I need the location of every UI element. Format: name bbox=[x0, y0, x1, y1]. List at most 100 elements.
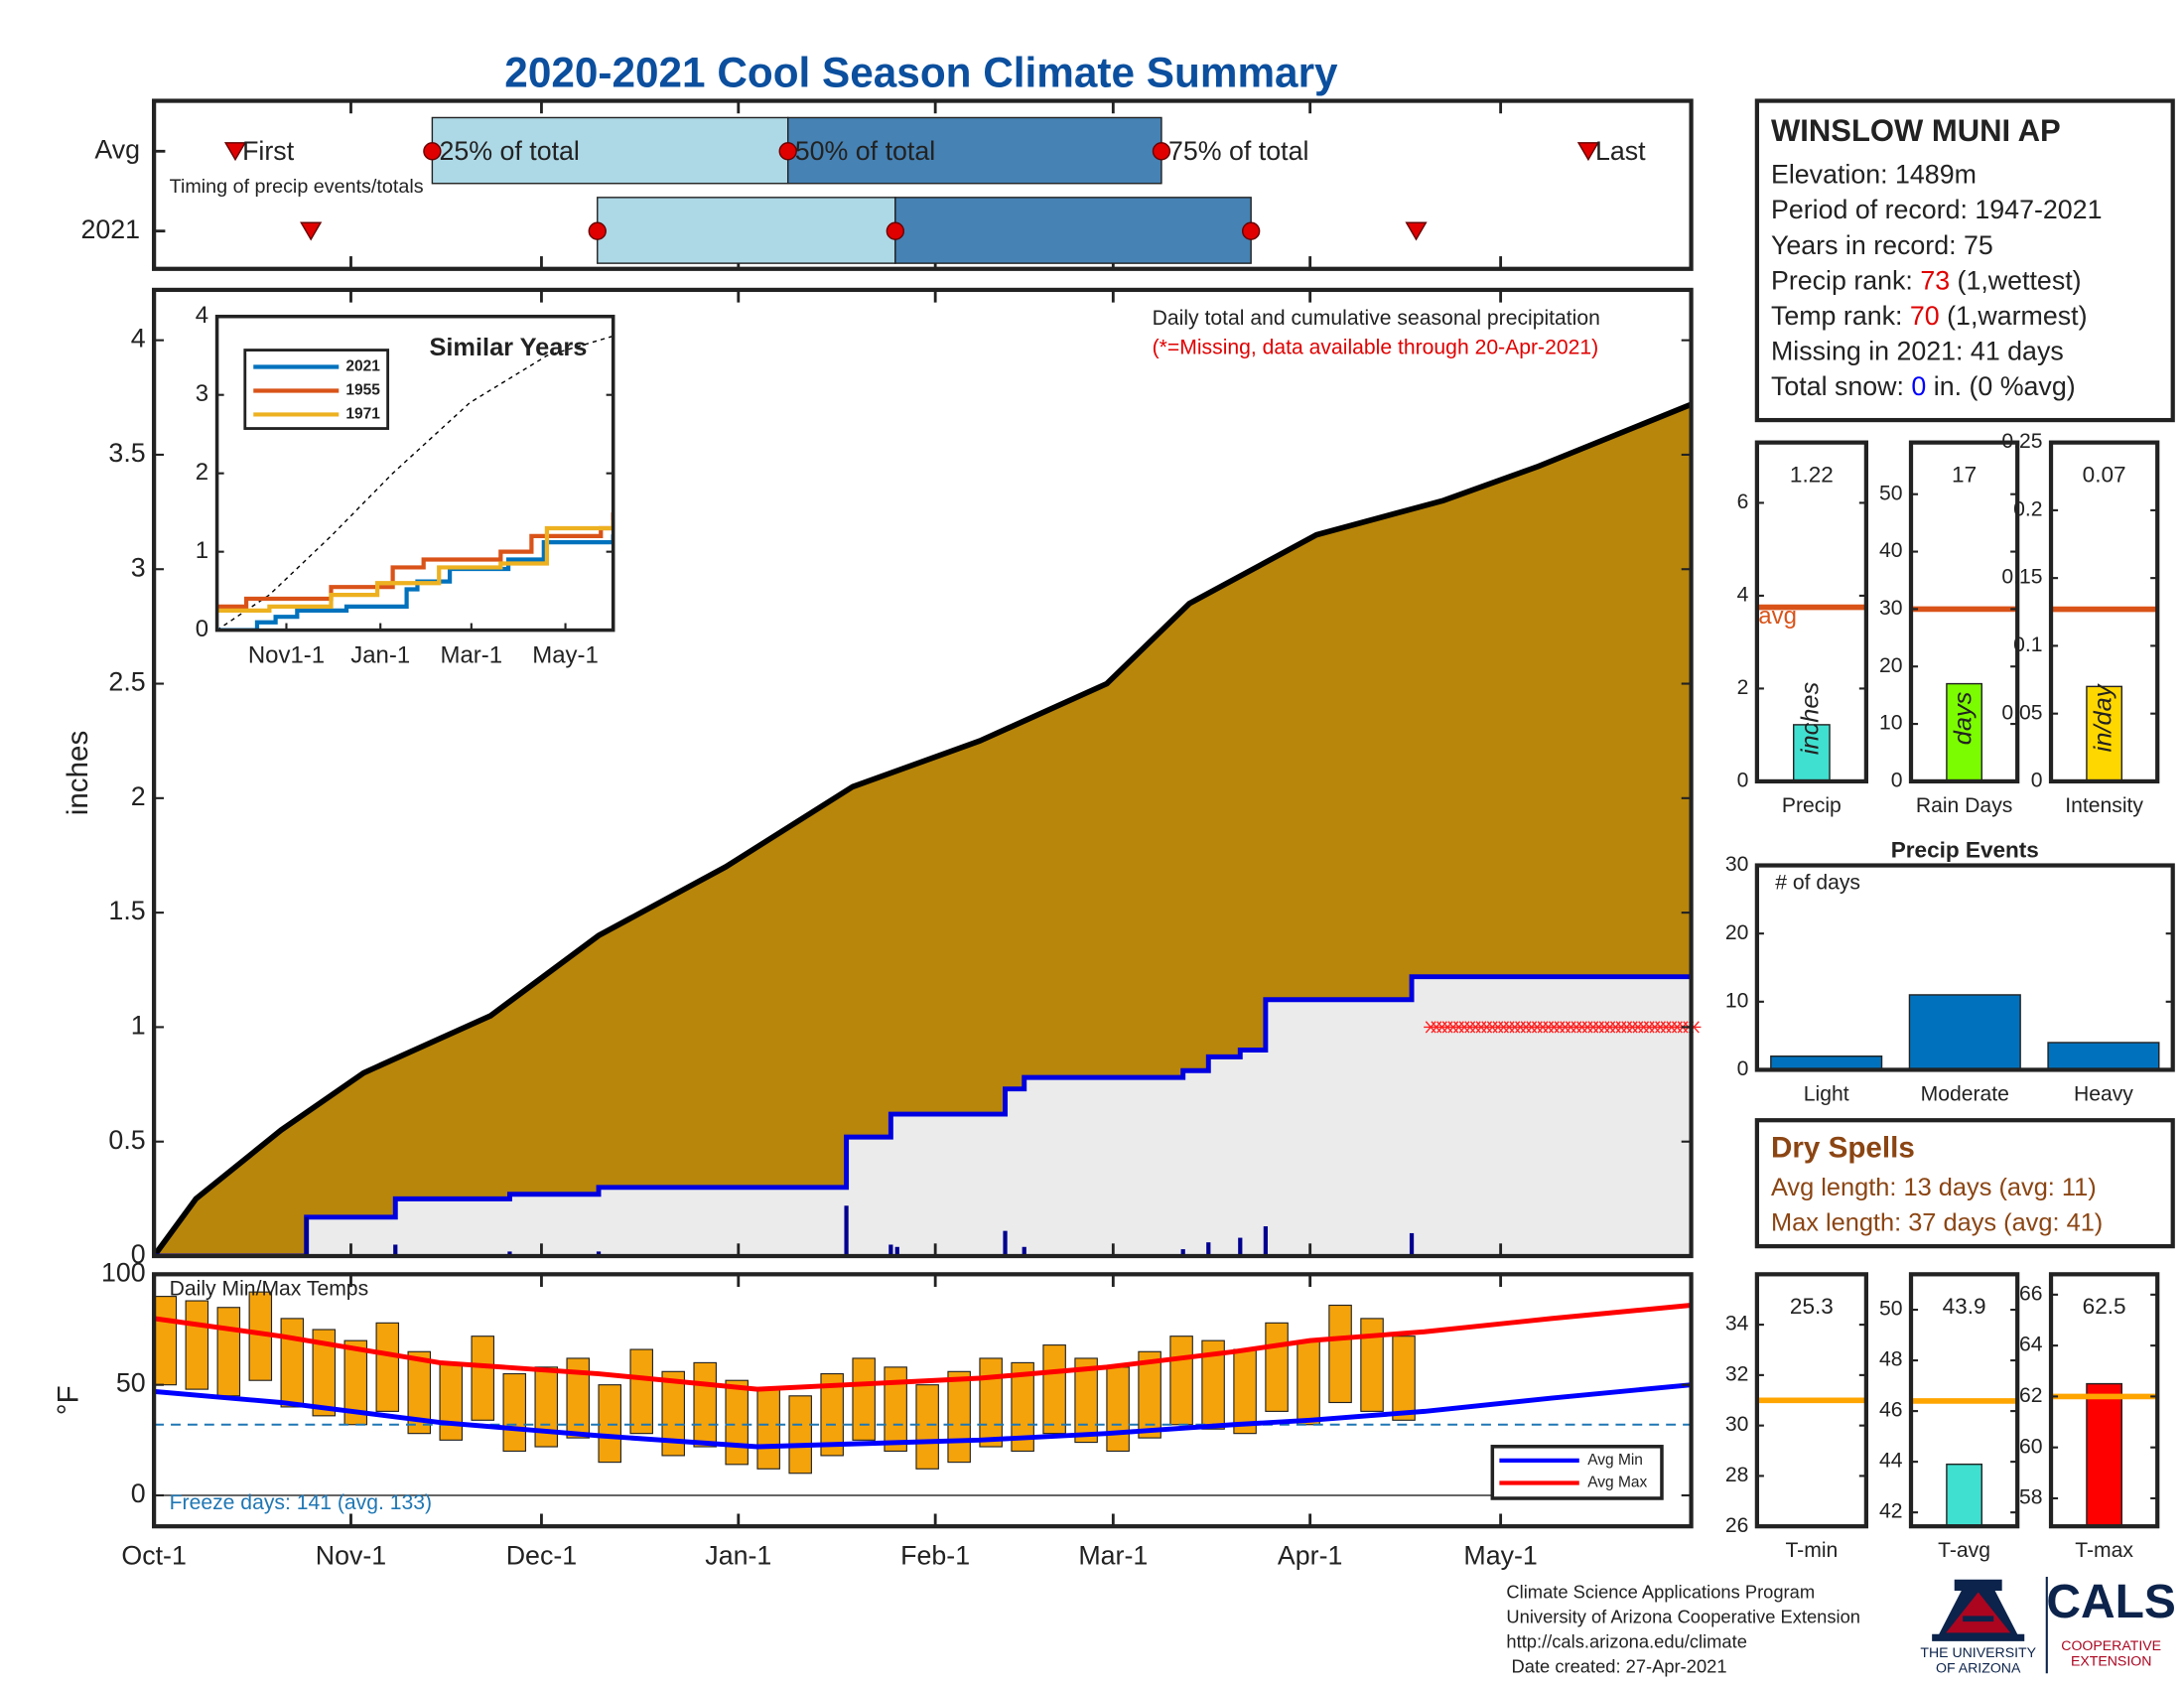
unit-label: in/day bbox=[2089, 683, 2116, 752]
y-tick-label: 2 bbox=[1737, 676, 1749, 699]
daily-range-bar bbox=[1297, 1339, 1320, 1426]
y-tick-label: 2 bbox=[131, 781, 146, 811]
y-tick-label: 34 bbox=[1725, 1313, 1749, 1336]
unit-label: inches bbox=[1797, 681, 1825, 755]
station-text: (1,wettest) bbox=[1950, 265, 2081, 295]
x-tick-label: Light bbox=[1804, 1082, 1849, 1105]
daily-range-bar bbox=[598, 1384, 621, 1464]
logo-university: OF ARIZONA bbox=[1936, 1660, 2021, 1676]
y-tick-label: 48 bbox=[1879, 1348, 1903, 1371]
chart-title: Daily Min/Max Temps bbox=[170, 1277, 368, 1300]
station-line: Missing in 2021: 41 days bbox=[1771, 336, 2064, 365]
footer-line: University of Arizona Cooperative Extens… bbox=[1506, 1607, 1860, 1627]
plot-frame bbox=[1754, 863, 2175, 1072]
y-tick-label: 0 bbox=[1737, 1057, 1749, 1080]
dry-spells-line: Avg length: 13 days (avg: 11) bbox=[1771, 1174, 2097, 1201]
legend-label: 2021 bbox=[345, 358, 380, 375]
missing-markers bbox=[1424, 1021, 1702, 1034]
y-tick-label: 0 bbox=[1737, 770, 1749, 792]
total-marker bbox=[886, 221, 905, 240]
legend-label: 1955 bbox=[345, 382, 380, 399]
marker-label: First bbox=[242, 136, 295, 166]
x-axis-label: Precip bbox=[1782, 794, 1842, 817]
y-tick-label: 4 bbox=[196, 302, 208, 329]
station-text: Period of record: 1947-2021 bbox=[1771, 195, 2103, 224]
y-tick-label: 1 bbox=[131, 1010, 146, 1040]
x-axis-label: T-min bbox=[1785, 1539, 1838, 1562]
annotation: # of days bbox=[1775, 871, 1860, 894]
event-marker bbox=[1405, 221, 1428, 241]
freeze-annotation: Freeze days: 141 (avg. 133) bbox=[170, 1491, 432, 1514]
value-bar bbox=[2086, 1382, 2123, 1527]
station-text: in. (0 %avg) bbox=[1926, 371, 2075, 401]
station-text: 0 bbox=[1911, 371, 1926, 401]
daily-range-bar bbox=[1138, 1350, 1161, 1439]
y-tick-label: 50 bbox=[1879, 482, 1903, 504]
daily-bar bbox=[596, 1251, 602, 1257]
event-marker bbox=[1576, 142, 1600, 162]
average-label: avg bbox=[1758, 603, 1797, 630]
y-tick-label: 1 bbox=[196, 537, 208, 564]
station-text: (1,warmest) bbox=[1940, 301, 2088, 331]
y-tick-label: 0 bbox=[131, 1478, 146, 1508]
daily-range-bar bbox=[852, 1357, 876, 1441]
value-bar bbox=[1946, 1463, 1982, 1527]
late-total-bar bbox=[787, 116, 1162, 185]
value-label: 1.22 bbox=[1790, 462, 1834, 487]
y-tick-label: 0.15 bbox=[2001, 566, 2042, 589]
footer-line: Climate Science Applications Program bbox=[1506, 1582, 1815, 1603]
x-tick-label: Heavy bbox=[2074, 1082, 2133, 1105]
y-tick-label: 64 bbox=[2019, 1334, 2043, 1356]
daily-range-bar bbox=[1011, 1361, 1034, 1453]
plot-frame bbox=[1754, 440, 1868, 784]
value-label: 43.9 bbox=[1943, 1294, 1986, 1319]
x-axis-label: T-max bbox=[2075, 1539, 2133, 1562]
daily-bar bbox=[1263, 1226, 1268, 1257]
y-tick-label: 10 bbox=[1725, 989, 1749, 1012]
plot-area bbox=[154, 401, 1692, 1257]
plot-area bbox=[1756, 604, 1866, 781]
daily-range-bar bbox=[884, 1366, 907, 1453]
season-line bbox=[154, 974, 1692, 1257]
y-tick-label: 46 bbox=[1879, 1399, 1903, 1422]
daily-range-bar bbox=[534, 1366, 559, 1448]
logo-a-inner bbox=[1946, 1592, 2011, 1633]
plot-frame bbox=[2048, 1272, 2160, 1529]
y-tick-label: 0 bbox=[131, 1239, 146, 1269]
early-total-bar bbox=[597, 197, 896, 264]
x-tick-label: Oct-1 bbox=[121, 1540, 186, 1570]
y-tick-label: 4 bbox=[131, 324, 146, 353]
y-tick-label: 0 bbox=[1891, 770, 1903, 792]
x-axis-label: Intensity bbox=[2065, 794, 2143, 817]
daily-bar bbox=[1003, 1230, 1008, 1257]
plot-frame bbox=[152, 1272, 1694, 1529]
value-bar bbox=[1946, 682, 1982, 781]
x-tick-label: May-1 bbox=[532, 642, 599, 669]
daily-range-bar bbox=[1360, 1318, 1384, 1412]
series-line bbox=[216, 520, 614, 613]
y-tick-label: 4 bbox=[1737, 584, 1749, 607]
series-line bbox=[216, 534, 614, 631]
chart-title: Precip Events bbox=[1891, 837, 2039, 862]
daily-range-bar bbox=[1392, 1336, 1416, 1421]
unit-label: days bbox=[1949, 691, 1977, 745]
y-tick-label: 0.05 bbox=[2001, 701, 2042, 724]
dry-spells-line: Max length: 37 days (avg: 41) bbox=[1771, 1208, 2103, 1236]
station-text: Total snow: bbox=[1771, 371, 1911, 401]
daily-range-bar bbox=[502, 1372, 527, 1453]
daily-range-bar bbox=[1265, 1322, 1289, 1412]
station-line: Years in record: 75 bbox=[1771, 230, 1993, 260]
value-bar bbox=[2086, 685, 2123, 781]
daily-bar bbox=[1206, 1242, 1211, 1257]
marker-label: 50% of total bbox=[795, 136, 935, 166]
daily-range-bar bbox=[915, 1384, 939, 1470]
plot-area bbox=[216, 335, 614, 631]
y-tick-label: 30 bbox=[1725, 1413, 1749, 1436]
dry-spells-box bbox=[1754, 1118, 2175, 1249]
station-box bbox=[1754, 98, 2175, 423]
bar bbox=[2047, 1042, 2160, 1071]
daily-range-bar bbox=[1328, 1304, 1352, 1404]
daily-bar bbox=[844, 1205, 849, 1257]
plot-frame bbox=[214, 314, 615, 633]
